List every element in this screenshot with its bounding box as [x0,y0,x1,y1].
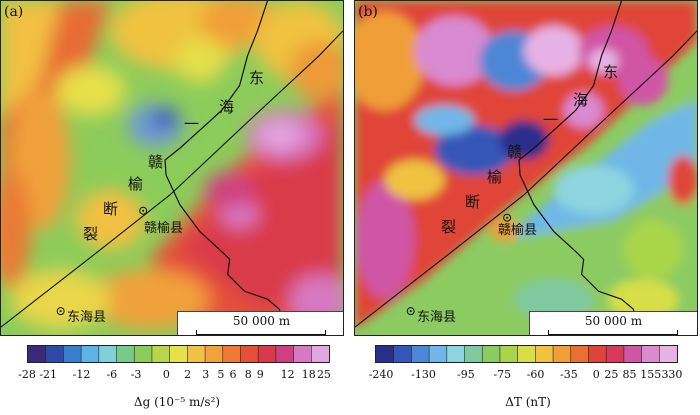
colorbar-swatch [429,346,448,362]
colorbar-swatch [570,346,589,362]
colorbar-magnetic [375,345,678,363]
scale-label: 50 000 m [232,314,291,328]
fault-label-char: 海 [573,91,589,109]
tick-label: 9 [256,368,264,381]
colorbar-swatch [659,346,677,362]
colorbar-swatch [98,346,118,362]
colorbar-gravity-swatches [28,346,329,362]
colorbar-swatch [205,346,224,362]
colorbar-swatch [499,346,519,362]
tick-label: -35 [560,368,578,381]
magnetic-anomaly-map: (b) 东 海 一 赣 榆 断 裂 赣榆县 东海县 50 000 m [354,0,698,336]
colorbar-magnetic-ticks: -240 -130 -95 -75 -60 -35 0 25 85 155 33… [369,368,683,384]
fault-label-char: 一 [543,111,559,129]
colorbar-swatch [641,346,660,362]
colorbar-magnetic-swatches [376,346,677,362]
tick-label: 25 [316,368,331,381]
fault-label-char: 一 [184,115,200,133]
colorbar-swatch [464,346,483,362]
tick-label: 18 [301,368,316,381]
tick-label: 8 [244,368,252,381]
fault-label-char: 断 [465,193,481,211]
fault-label-char: 裂 [83,225,99,243]
tick-label: -12 [72,368,91,381]
gravity-anomaly-map: (a) 东 海 一 赣 榆 断 裂 赣榆县 东海县 50 000 m [0,0,344,336]
tick-label: -130 [411,368,436,381]
tick-label: 3 [202,368,210,381]
fault-label-char: 赣 [507,143,523,161]
tick-label: -95 [457,368,475,381]
fault-label-char: 榆 [487,168,503,186]
gravity-field-image [1,1,343,335]
colorbar-swatch [293,346,312,362]
panel-label: (b) [358,4,378,20]
colorbar-swatch [311,346,329,362]
colorbar-gravity-ticks: -28 -21 -12 -6 -3 0 2 3 5 6 8 9 12 18 25 [18,368,331,384]
tick-label: 12 [280,368,295,381]
colorbar-swatch [45,346,64,362]
county-label-ganyu: 赣榆县 [498,223,538,238]
colorbar-swatch [376,346,395,362]
panel-label: (a) [4,4,24,20]
colorbar-swatch [187,346,206,362]
fault-label-char: 东 [603,63,619,81]
scale-bar: 50 000 m [177,311,343,335]
fault-label-char: 断 [103,200,119,218]
colorbar-swatch [240,346,259,362]
colorbar-swatch [606,346,625,362]
county-label-ganyu: 赣榆县 [144,221,184,236]
colorbar-gravity-caption: Δg (10⁻⁵ m/s²) [133,395,221,409]
fault-label-char: 海 [219,98,235,116]
tick-label: -240 [368,368,394,381]
tick-label: 6 [229,368,237,381]
colorbar-swatch [393,346,412,362]
county-label-donghai: 东海县 [417,310,457,325]
fault-label-char: 裂 [441,218,457,236]
tick-label: 2 [184,368,192,381]
colorbar-swatch [134,346,153,362]
tick-label: -3 [130,368,142,381]
colorbar-swatch [81,346,100,362]
colorbar-swatch [116,346,135,362]
tick-label: 0 [162,368,170,381]
scale-bar: 50 000 m [529,311,697,335]
scale-label: 50 000 m [584,314,643,328]
scale-bar-line [548,330,678,335]
colorbar-swatch [63,346,82,362]
colorbar-swatch [275,346,295,362]
colorbar-swatch [588,346,607,362]
colorbar-magnetic-caption: ΔT (nT) [505,395,551,409]
colorbar-gravity [27,345,330,363]
tick-label: -60 [526,368,545,381]
tick-label: 155 [640,368,662,381]
tick-label: -28 [18,368,36,381]
colorbar-swatch [411,346,430,362]
fault-label-char: 榆 [128,175,144,193]
colorbar-swatch [258,346,277,362]
colorbar-swatch [28,346,47,362]
scale-bar-line [196,330,326,335]
tick-label: 330 [661,368,683,381]
fault-label-char: 赣 [148,153,164,171]
tick-label: -21 [39,368,58,381]
colorbar-swatch [517,346,536,362]
tick-label: -6 [106,368,118,381]
magnetic-field-image [355,1,697,335]
colorbar-swatch [169,346,188,362]
colorbar-swatch [222,346,241,362]
tick-label: 5 [217,368,225,381]
tick-label: 25 [604,368,619,381]
tick-label: -75 [493,368,512,381]
county-label-donghai: 东海县 [67,310,107,325]
colorbar-swatch [553,346,572,362]
colorbar-swatch [623,346,643,362]
colorbar-swatch [151,346,171,362]
fault-label-char: 东 [249,69,265,87]
colorbar-swatch [446,346,466,362]
colorbar-swatch [482,346,501,362]
tick-label: 85 [622,368,637,381]
colorbar-swatch [535,346,554,362]
tick-label: 0 [592,368,600,381]
